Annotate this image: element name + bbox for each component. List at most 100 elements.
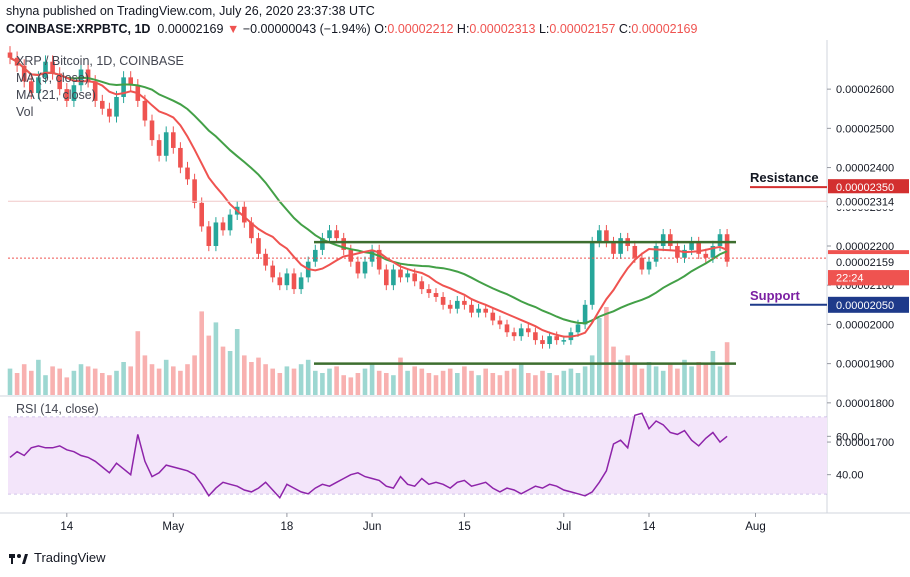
price-label-box [828, 296, 909, 313]
candle [313, 249, 318, 262]
volume-bar [391, 375, 396, 395]
time-tick-label: 18 [281, 521, 294, 533]
footer: TradingView [8, 549, 106, 565]
volume-bar [100, 373, 105, 395]
candle [199, 202, 204, 227]
legend-vol: Vol [16, 105, 34, 119]
volume-bar [220, 346, 226, 395]
volume-bar [504, 370, 510, 395]
price-label-box [828, 193, 909, 210]
volume-bar [199, 311, 204, 395]
volume-bar [369, 364, 375, 395]
volume-bar [675, 368, 680, 395]
price-label: 0.00002314 [836, 196, 894, 208]
candle [554, 336, 559, 341]
candle [192, 179, 197, 203]
volume-bar [526, 373, 531, 395]
price-label: 22:24 [836, 272, 864, 284]
candle [7, 52, 13, 58]
volume-bar [682, 359, 687, 395]
volume-bar [291, 368, 297, 395]
candle [447, 304, 453, 309]
candle [284, 273, 290, 286]
candle [724, 234, 730, 262]
candle [320, 238, 325, 250]
volume-bar [341, 375, 346, 395]
candle [518, 328, 524, 337]
price-tick-label: 0.00001900 [836, 359, 894, 371]
low-value: 0.00002157 [549, 22, 616, 36]
candle [362, 261, 368, 274]
volume-bar [589, 355, 595, 395]
volume-bar [227, 351, 233, 395]
volume-bar [277, 373, 283, 395]
candle [533, 332, 538, 341]
volume-bar [362, 368, 368, 395]
volume-bar [696, 362, 701, 395]
candle [639, 257, 645, 270]
ma21-line [9, 56, 728, 325]
volume-bar [121, 362, 126, 395]
candle [440, 296, 446, 305]
candle [540, 340, 545, 345]
volume-bar [611, 346, 616, 395]
price-label-box [828, 179, 909, 196]
volume-bar [327, 368, 332, 395]
volume-bar [178, 370, 183, 395]
volume-bar [455, 373, 460, 395]
price-axis: 0.000026000.000025000.000024000.00002300… [827, 84, 909, 482]
volume-bar [36, 359, 41, 395]
candle [171, 132, 176, 148]
volume-bar [263, 364, 268, 395]
time-tick-label: Jul [556, 521, 571, 533]
candle [710, 245, 716, 258]
volume-bar [433, 375, 439, 395]
tradingview-brand[interactable]: TradingView [34, 549, 106, 565]
volume-bar [334, 366, 339, 395]
candle [21, 65, 27, 82]
candle [249, 222, 254, 239]
legend-ma9: MA (9, close) [16, 71, 89, 85]
candle [163, 132, 169, 156]
candle [668, 234, 673, 246]
candle [50, 61, 55, 74]
candle [412, 273, 417, 282]
symbol-name[interactable]: COINBASE:XRPBTC, 1D [6, 22, 151, 36]
candle [398, 269, 403, 278]
candle [270, 265, 275, 278]
last-price: 0.00002169 [157, 22, 224, 36]
candle [369, 249, 375, 262]
volume-bar [21, 364, 27, 395]
candles [7, 46, 730, 349]
support-label: Support [750, 288, 800, 303]
candle [121, 77, 126, 97]
time-tick-label: 14 [60, 521, 73, 533]
volume-bar [270, 368, 275, 395]
volume-bar [384, 373, 389, 395]
volume-bar [14, 373, 20, 395]
candle [64, 89, 70, 101]
candle [589, 242, 595, 305]
price-tick-label: 0.00002500 [836, 123, 894, 135]
candle [476, 308, 481, 313]
volume-bar [192, 355, 197, 395]
time-tick-label: Jun [363, 521, 382, 533]
volume-bar [476, 375, 481, 395]
candle [391, 269, 396, 286]
candle [653, 245, 659, 262]
volume-bar [540, 370, 545, 395]
candle [227, 214, 233, 231]
volume-bar [185, 364, 190, 395]
candle [156, 140, 162, 156]
candle [185, 167, 190, 180]
candle [149, 120, 155, 141]
candle [71, 85, 77, 101]
price-tick-label: 0.00002200 [836, 241, 894, 253]
volume-bar [64, 377, 70, 395]
close-value: 0.00002169 [631, 22, 698, 36]
volume-bar [92, 368, 98, 395]
price-tick-label: 0.00002400 [836, 163, 894, 175]
volume-bar [412, 366, 417, 395]
time-tick-label: May [162, 521, 184, 533]
